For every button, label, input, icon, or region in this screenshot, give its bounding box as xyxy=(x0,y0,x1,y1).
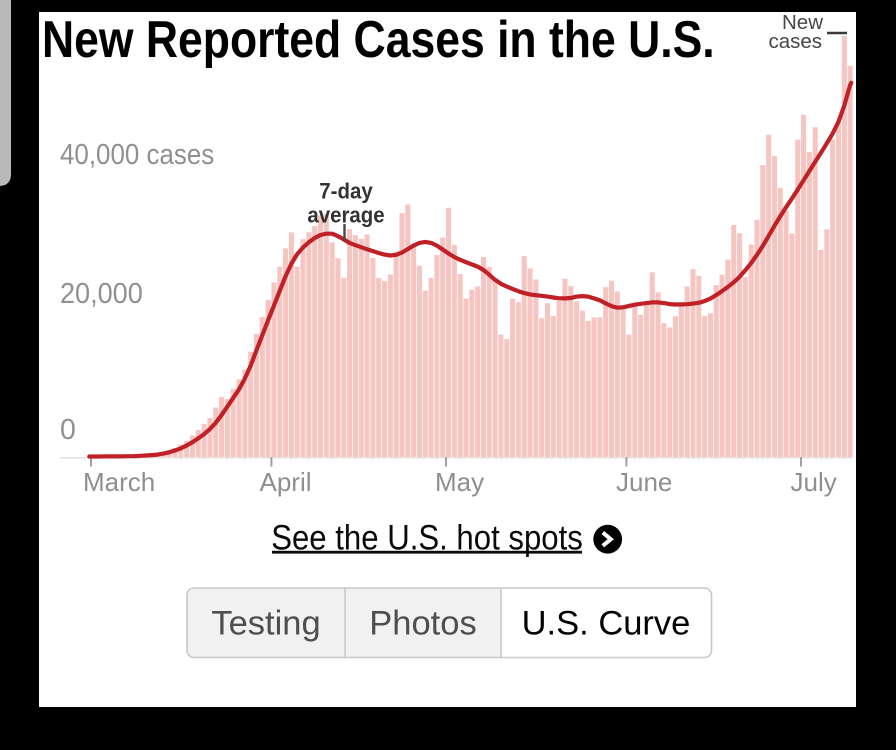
svg-text:Testing: Testing xyxy=(211,605,320,643)
svg-text:New: New xyxy=(782,11,823,34)
svg-text:7-day: 7-day xyxy=(319,179,373,204)
svg-text:July: July xyxy=(791,467,837,497)
svg-text:March: March xyxy=(83,467,155,497)
svg-text:June: June xyxy=(616,467,672,497)
svg-text:average: average xyxy=(307,203,385,228)
svg-text:New Reported Cases in the U.S.: New Reported Cases in the U.S. xyxy=(42,11,715,69)
svg-text:cases: cases xyxy=(768,30,822,53)
svg-text:40,000 cases: 40,000 cases xyxy=(60,138,214,170)
svg-text:20,000: 20,000 xyxy=(60,277,143,309)
svg-text:0: 0 xyxy=(60,414,76,446)
svg-text:April: April xyxy=(260,467,312,497)
svg-text:May: May xyxy=(435,467,484,497)
svg-text:Photos: Photos xyxy=(369,605,476,643)
svg-text:U.S. Curve: U.S. Curve xyxy=(522,605,691,643)
